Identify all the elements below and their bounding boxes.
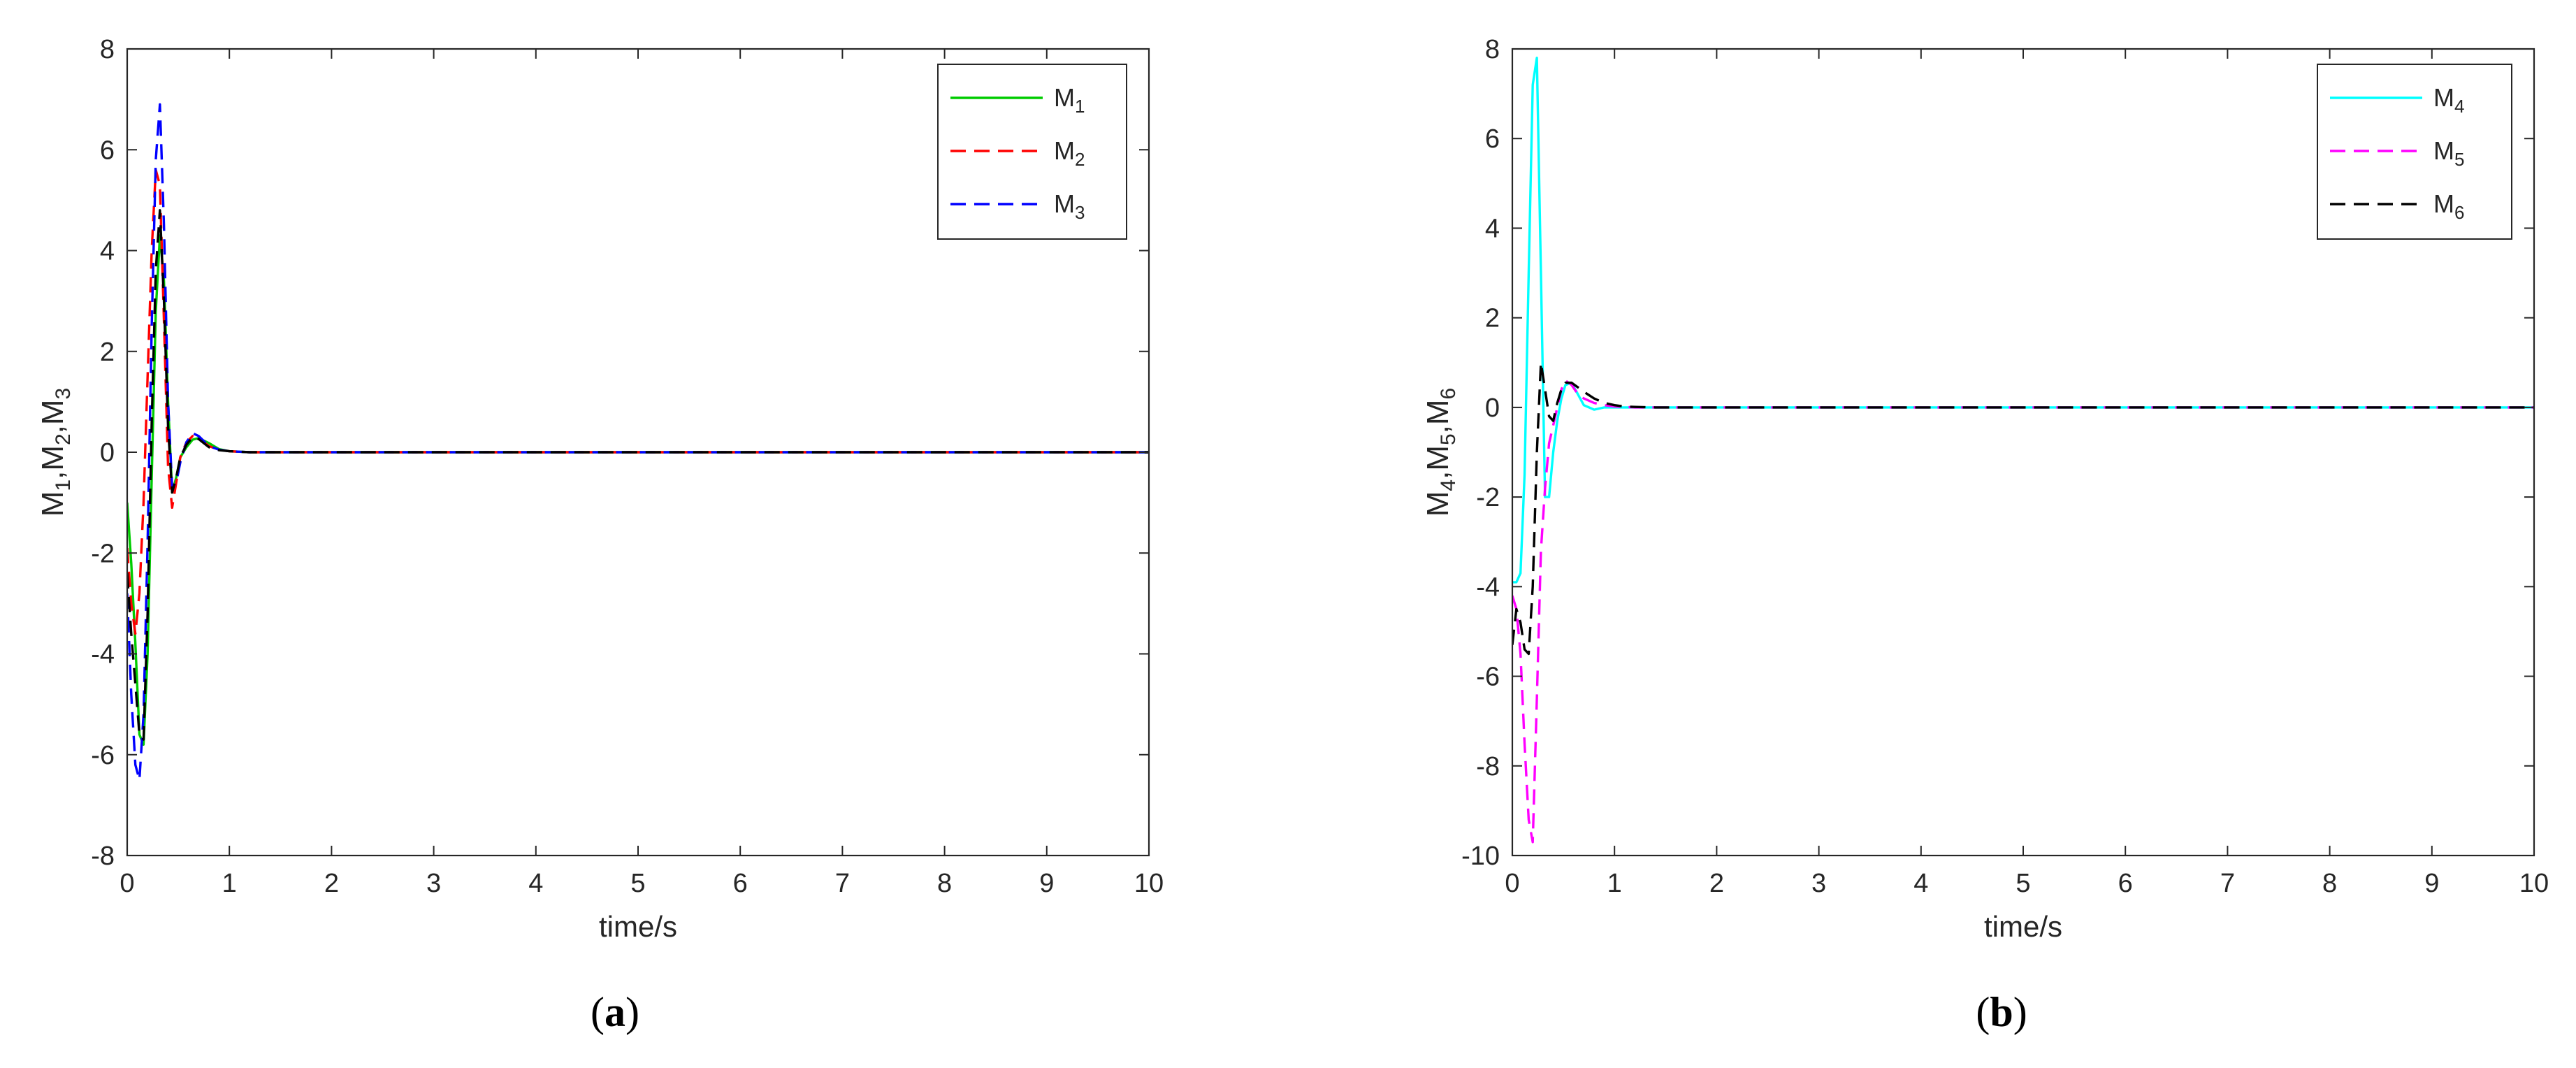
y-label-sub: 3: [52, 388, 75, 400]
y-axis-label: M1,M2,M3: [36, 388, 75, 517]
x-tick-label: 4: [528, 869, 543, 898]
x-tick-label: 7: [2220, 869, 2235, 898]
legend-label-M5: M5: [2433, 136, 2464, 170]
series-line-M5: [1512, 379, 2534, 844]
x-tick-label: 1: [1607, 869, 1622, 898]
y-tick-label: 0: [100, 438, 115, 468]
x-axis-label: time/s: [599, 910, 677, 943]
series-line-M6: [1512, 361, 2534, 656]
series-line-M4: [1512, 57, 2534, 584]
y-tick-label: 4: [1485, 214, 1500, 243]
y-tick-label: -4: [1476, 572, 1500, 602]
y-tick-label: -10: [1461, 842, 1500, 871]
y-tick-label: -6: [1476, 663, 1500, 692]
caption-paren: ): [625, 989, 639, 1035]
y-label-base: M: [1421, 399, 1455, 425]
legend-label-M3: M3: [1054, 189, 1085, 223]
caption-letter: b: [1990, 989, 2013, 1035]
x-axis-label: time/s: [1984, 910, 2062, 943]
y-label-sub: 5: [1437, 433, 1460, 445]
x-tick-label: 9: [2424, 869, 2439, 898]
y-label-sep: ,: [36, 471, 70, 479]
y-label-sep: ,: [1421, 425, 1455, 433]
x-tick-label: 6: [733, 869, 748, 898]
y-tick-label: 6: [1485, 124, 1500, 154]
chart-panel-a: 0 1 2 3 4 5 6 7 8 9 10-8-6-4-202468time/sM1,M2,M3M…: [36, 35, 1164, 1035]
x-tick-label: 10: [1134, 869, 1164, 898]
y-label-sub: 2: [52, 433, 75, 445]
x-tick-label: 2: [1709, 869, 1724, 898]
panel-caption: (a): [591, 989, 639, 1035]
x-tick-label: 2: [324, 869, 339, 898]
y-tick-label: -2: [91, 539, 115, 568]
legend-label-base: M: [2433, 189, 2454, 218]
x-tick-label: 5: [2016, 869, 2030, 898]
y-tick-label: -8: [91, 842, 115, 871]
legend-label-M6: M6: [2433, 189, 2464, 223]
legend-label-sub: 6: [2454, 202, 2464, 223]
x-tick-label: 3: [1811, 869, 1826, 898]
x-tick-label: 3: [426, 869, 441, 898]
legend-label-M1: M1: [1054, 83, 1085, 117]
legend-label-sub: 5: [2454, 149, 2464, 170]
y-tick-label: -6: [91, 741, 115, 770]
legend-label-base: M: [2433, 136, 2454, 165]
x-tick-label: 10: [2519, 869, 2549, 898]
y-tick-label: 8: [1485, 35, 1500, 64]
x-tick-label: 8: [2322, 869, 2337, 898]
y-label-base: M: [36, 445, 70, 471]
y-tick-label: 2: [100, 338, 115, 367]
x-tick-label: 1: [222, 869, 237, 898]
y-axis-label: M4,M5,M6: [1421, 388, 1460, 517]
panel-caption: (b): [1976, 989, 2027, 1035]
x-tick-label: 6: [2118, 869, 2133, 898]
x-tick-label: 4: [1913, 869, 1928, 898]
legend-label-sub: 4: [2454, 96, 2464, 117]
y-tick-label: 2: [1485, 304, 1500, 333]
x-tick-label: 8: [937, 869, 952, 898]
y-tick-label: 4: [100, 237, 115, 266]
y-label-sub: 1: [52, 479, 75, 491]
y-tick-label: 6: [100, 136, 115, 165]
y-label-base: M: [36, 399, 70, 425]
x-tick-label: 0: [120, 869, 134, 898]
y-label-base: M: [36, 491, 70, 517]
legend-label-base: M: [1054, 189, 1075, 218]
chart-panel-b: 0 1 2 3 4 5 6 7 8 9 10-10-8-6-4-202468time/sM4,M5,…: [1421, 35, 2549, 1035]
legend-label-base: M: [1054, 136, 1075, 165]
x-tick-label: 5: [630, 869, 645, 898]
y-tick-label: -4: [91, 640, 115, 670]
x-tick-label: 7: [835, 869, 850, 898]
y-label-sub: 6: [1437, 388, 1460, 400]
caption-paren: ): [2013, 989, 2027, 1035]
legend-label-sub: 2: [1075, 149, 1085, 170]
legend-label-M2: M2: [1054, 136, 1085, 170]
x-tick-label: 0: [1505, 869, 1519, 898]
caption-paren: (: [1976, 989, 1990, 1035]
y-tick-label: -8: [1476, 752, 1500, 781]
y-label-sep: ,: [1421, 471, 1455, 479]
caption-letter: a: [605, 989, 625, 1035]
y-tick-label: 8: [100, 35, 115, 64]
y-label-sep: ,: [36, 425, 70, 433]
series-line-unlabeled-3: [127, 209, 1149, 741]
y-label-sub: 4: [1437, 479, 1460, 491]
y-label-base: M: [1421, 491, 1455, 517]
caption-paren: (: [591, 989, 605, 1035]
legend-label-base: M: [2433, 83, 2454, 112]
y-tick-label: 0: [1485, 394, 1500, 423]
y-tick-label: -2: [1476, 483, 1500, 512]
x-tick-label: 9: [1039, 869, 1054, 898]
y-label-base: M: [1421, 445, 1455, 471]
legend-label-sub: 1: [1075, 96, 1085, 117]
legend-label-base: M: [1054, 83, 1075, 112]
legend-label-sub: 3: [1075, 202, 1085, 223]
series-line-M2: [127, 168, 1149, 635]
legend-label-M4: M4: [2433, 83, 2464, 117]
